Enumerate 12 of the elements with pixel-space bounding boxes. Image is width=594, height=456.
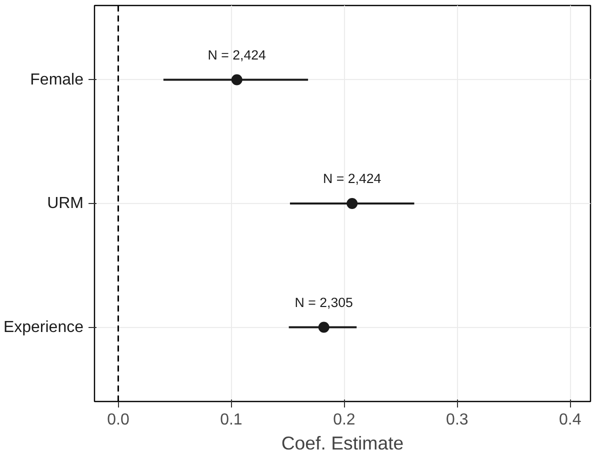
x-tick-label: 0.2 <box>333 412 356 428</box>
x-tick-label: 0.4 <box>559 412 582 428</box>
annotation: N = 2,305 <box>294 294 353 310</box>
y-tick-label: Female <box>30 71 84 88</box>
x-tick-label: 0.0 <box>107 412 130 428</box>
annotation: N = 2,424 <box>323 171 382 186</box>
y-tick-label: Experience <box>3 318 84 336</box>
x-tick-label: 0.3 <box>446 412 468 428</box>
x-tick-label: 0.1 <box>220 412 242 428</box>
y-tick-label: URM <box>47 195 84 212</box>
x-axis-title: Coef. Estimate <box>281 432 404 454</box>
annotation: N = 2,424 <box>208 47 267 62</box>
